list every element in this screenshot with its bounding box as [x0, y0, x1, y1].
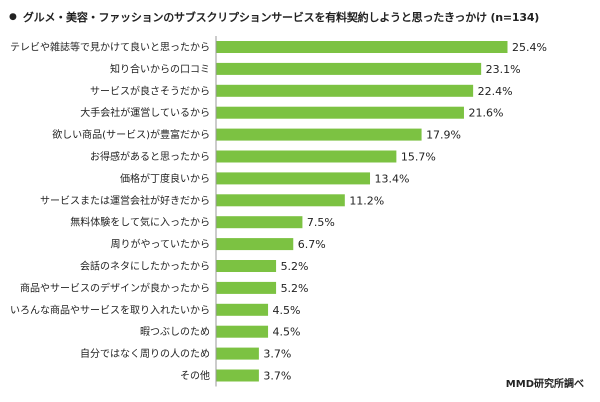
value-label: 21.6% — [468, 107, 503, 120]
bar — [216, 238, 294, 251]
bar — [216, 62, 482, 75]
bar — [216, 325, 269, 338]
category-label: その他 — [180, 369, 210, 382]
bar — [216, 84, 474, 97]
value-label: 13.4% — [375, 172, 410, 185]
category-label: 会話のネタにしたかったから — [80, 260, 210, 273]
bar — [216, 369, 259, 382]
category-label: いろんな商品やサービスを取り入れたいから — [10, 303, 210, 316]
bar — [216, 216, 303, 229]
category-label: 商品やサービスのデザインが良かったから — [20, 281, 210, 294]
bar — [216, 303, 269, 316]
category-label: 知り合いからの口コミ — [110, 62, 210, 75]
category-label: テレビや雑誌等で見かけて良いと思ったから — [10, 41, 210, 54]
category-label: お得感があると思ったから — [90, 150, 210, 163]
category-label: 欲しい商品(サービス)が豊富だから — [52, 128, 210, 141]
value-label: 5.2% — [281, 260, 309, 273]
value-label: 17.9% — [426, 129, 461, 142]
category-label: 大手会社が運営しているから — [80, 106, 210, 119]
source-credit: MMD研究所調べ — [505, 379, 584, 390]
bar — [216, 194, 345, 207]
chart-title: グルメ・美容・ファッションのサブスクリプションサービスを有料契約しようと思ったき… — [22, 11, 540, 24]
bar — [216, 150, 397, 163]
bar — [216, 281, 277, 294]
bar — [216, 128, 422, 141]
bar — [216, 106, 464, 119]
category-label: サービスまたは運営会社が好きだから — [40, 194, 210, 207]
category-label: サービスが良さそうだから — [90, 84, 210, 97]
value-label: 7.5% — [307, 216, 335, 229]
value-label: 23.1% — [486, 63, 521, 76]
value-label: 25.4% — [512, 41, 547, 54]
value-label: 6.7% — [298, 238, 326, 251]
category-label: 無料体験をして気に入ったから — [70, 216, 210, 229]
bar — [216, 260, 277, 272]
bar — [216, 347, 259, 360]
category-label: 価格が丁度良いから — [120, 172, 210, 185]
value-label: 22.4% — [478, 85, 513, 98]
chart-title-row: ● グルメ・美容・ファッションのサブスクリプションサービスを有料契約しようと思っ… — [9, 9, 539, 25]
bar — [216, 172, 371, 185]
value-label: 11.2% — [349, 194, 384, 207]
value-label: 15.7% — [401, 151, 436, 164]
category-label: 自分ではなく周りの人のため — [80, 347, 210, 360]
value-label: 5.2% — [281, 282, 309, 295]
value-label: 3.7% — [263, 370, 291, 383]
category-label: 暇つぶしのため — [140, 326, 210, 338]
category-label: 周りがやっていたから — [111, 238, 211, 251]
value-label: 4.5% — [273, 326, 301, 339]
value-label: 3.7% — [263, 348, 291, 361]
bar — [216, 41, 508, 53]
value-label: 4.5% — [273, 304, 301, 317]
title-bullet-icon: ● — [9, 12, 17, 22]
